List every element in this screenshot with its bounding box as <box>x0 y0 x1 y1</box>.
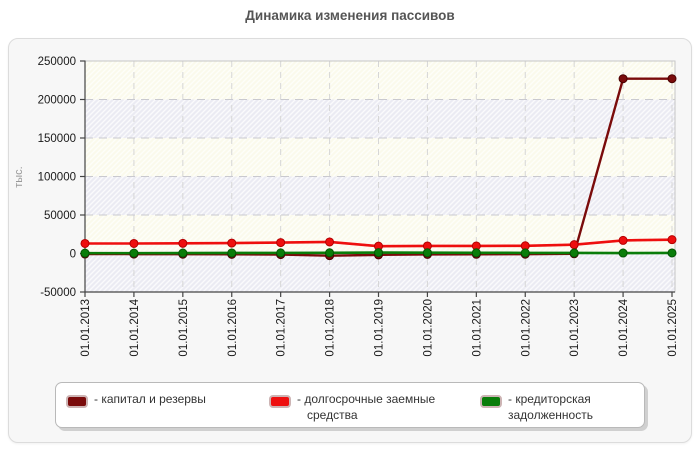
data-point <box>276 248 286 258</box>
x-tick-label: 01.01.2015 <box>178 299 190 357</box>
data-point <box>374 248 383 258</box>
data-point <box>667 248 677 258</box>
data-point <box>569 240 579 250</box>
y-axis-unit-label: тыс. <box>13 166 25 188</box>
y-tick-label: 0 <box>70 249 76 261</box>
y-tick-label: -50000 <box>40 287 76 299</box>
x-tick-label: 01.01.2013 <box>80 299 92 357</box>
data-point <box>422 248 432 258</box>
y-tick-label: 50000 <box>44 210 76 222</box>
data-point <box>178 238 188 248</box>
legend-swatch-accounts-payable <box>480 395 502 408</box>
legend-label-accounts-payable: - кредиторская задолженность <box>508 392 593 422</box>
y-tick-label: 200000 <box>38 95 76 107</box>
legend-label-long-term-borrowings: - долгосрочные заемные средства <box>297 392 436 422</box>
data-point <box>569 248 579 258</box>
data-point <box>667 74 677 84</box>
data-point <box>80 248 90 258</box>
x-tick-label: 01.01.2018 <box>325 299 337 357</box>
data-point <box>520 248 530 258</box>
data-point <box>471 248 481 258</box>
data-point <box>325 237 335 247</box>
legend-item-capital: - капитал и резервы <box>66 392 206 408</box>
data-point <box>276 238 286 248</box>
data-point <box>129 248 139 258</box>
x-tick-label: 01.01.2020 <box>422 299 434 357</box>
x-tick-label: 01.01.2025 <box>667 299 679 357</box>
x-tick-label: 01.01.2017 <box>276 299 288 357</box>
x-tick-label: 01.01.2016 <box>227 299 239 357</box>
y-tick-label: 150000 <box>38 133 76 145</box>
data-point <box>618 235 628 245</box>
legend-swatch-long-term-borrowings <box>269 395 291 408</box>
data-point <box>618 74 628 84</box>
x-tick-label: 01.01.2022 <box>520 299 532 357</box>
y-tick-labels: 250000 200000 150000 100000 50000 0 -50000 <box>38 56 76 299</box>
data-point <box>129 238 139 248</box>
x-tick-label: 01.01.2023 <box>569 299 581 357</box>
series-points <box>80 74 677 261</box>
legend-item-long-term-borrowings: - долгосрочные заемные средства <box>269 392 449 423</box>
legend-item-accounts-payable: - кредиторская задолженность <box>480 392 644 423</box>
y-tick-label: 250000 <box>38 56 76 68</box>
x-tick-label: 01.01.2014 <box>129 298 141 356</box>
data-point <box>325 248 335 258</box>
x-tick-labels: 01.01.2013 01.01.2014 01.01.2015 01.01.2016… <box>80 298 679 356</box>
data-point <box>178 248 188 258</box>
x-tick-label: 01.01.2019 <box>374 299 386 357</box>
x-tick-label: 01.01.2024 <box>618 298 630 356</box>
legend-swatch-capital <box>66 395 88 408</box>
chart-legend: - капитал и резервы - долгосрочные заемн… <box>55 382 645 428</box>
page-title: Динамика изменения пассивов <box>245 8 455 23</box>
data-point <box>80 238 90 248</box>
data-point <box>667 235 677 245</box>
legend-label-capital: - капитал и резервы <box>94 392 206 406</box>
data-point <box>227 238 237 248</box>
y-tick-label: 100000 <box>38 172 76 184</box>
x-tick-label: 01.01.2021 <box>471 299 483 357</box>
data-point <box>618 248 628 258</box>
data-point <box>227 248 237 258</box>
